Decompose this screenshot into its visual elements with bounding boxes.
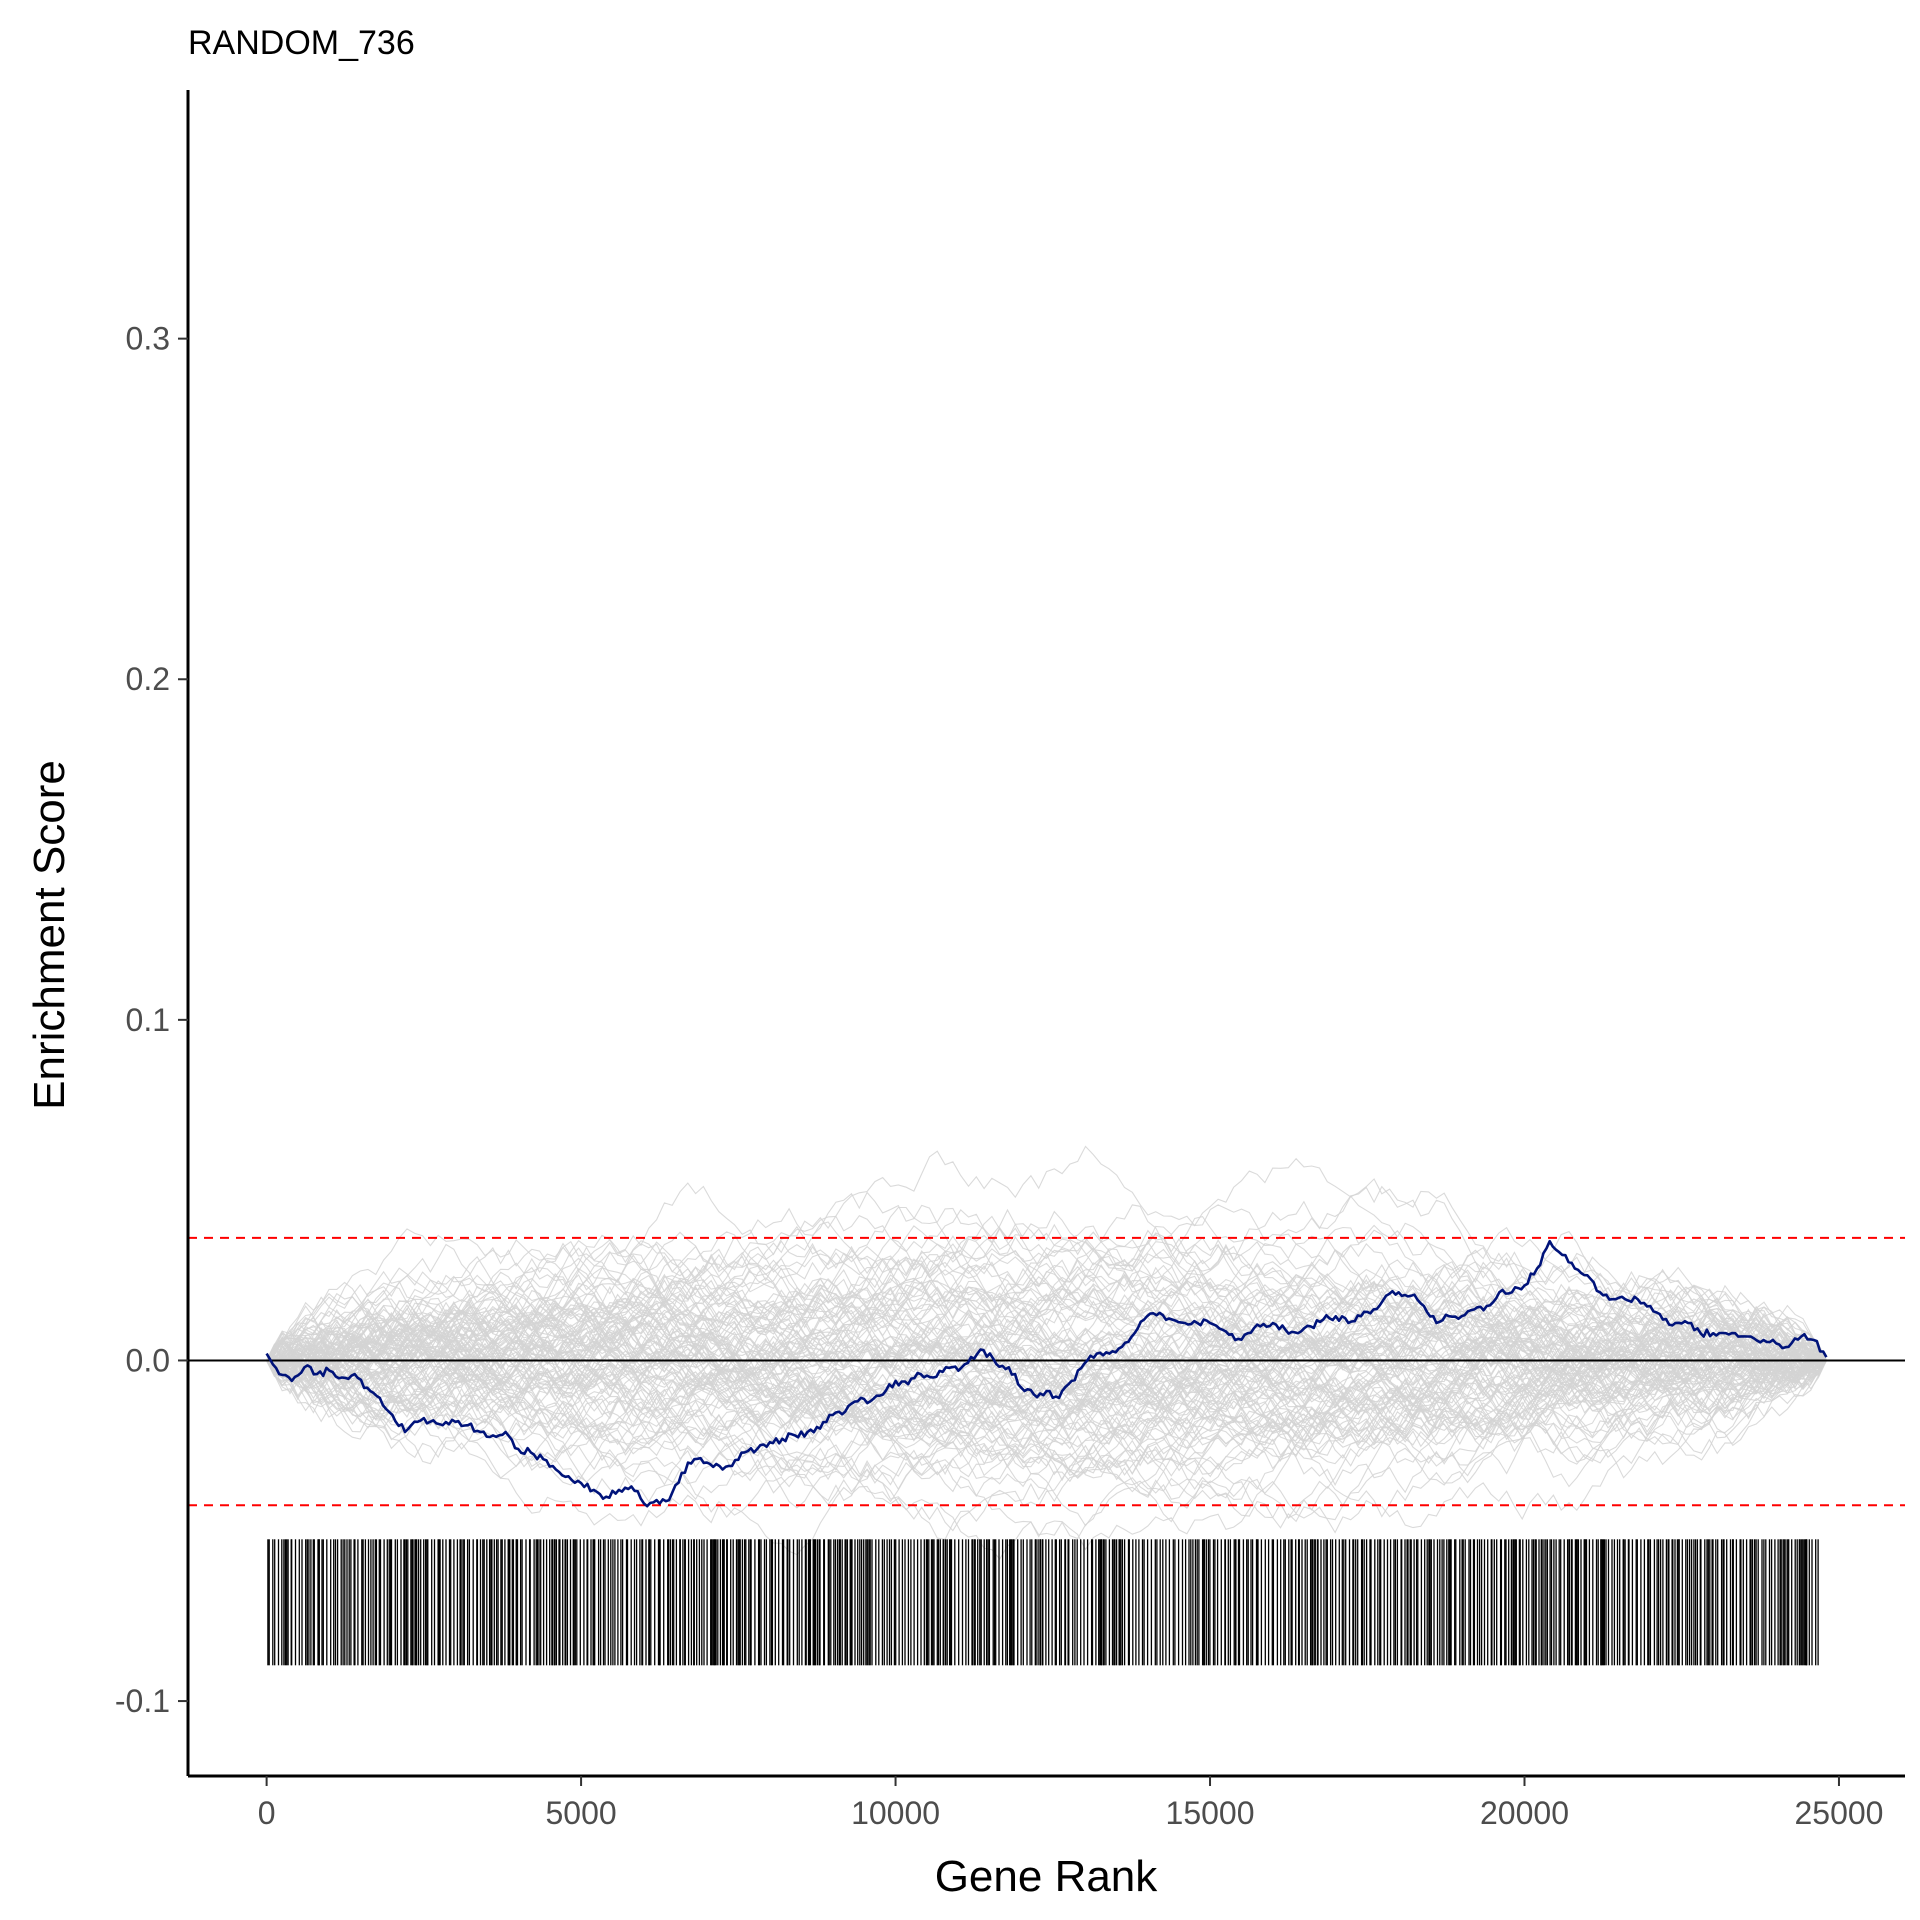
random-walk-line [266,1286,1827,1434]
random-walk-line [266,1352,1827,1488]
random-walk-line [266,1274,1827,1441]
random-walk-line [266,1297,1827,1491]
random-walk-line [266,1310,1827,1432]
random-walk-line [266,1334,1827,1463]
random-walk-line [266,1303,1827,1464]
random-walk-line [266,1185,1827,1362]
random-walk-line [266,1226,1827,1383]
random-walk-line [266,1339,1827,1532]
random-walk-line [266,1215,1827,1396]
random-walk-line [266,1342,1827,1560]
y-tick-label: 0.3 [126,321,170,357]
random-walk-line [266,1292,1827,1482]
y-axis-ticks: -0.1 0.0 0.1 0.2 0.3 [115,321,188,1719]
random-walk-line [266,1262,1827,1477]
random-walk-line [266,1346,1827,1471]
random-walk-line [266,1287,1827,1402]
random-walk-line [266,1298,1827,1463]
random-walk-line [266,1279,1827,1436]
x-tick-label: 5000 [545,1795,616,1831]
running-enrichment-line [265,1239,1828,1508]
y-tick-label: 0.2 [126,661,170,697]
random-walk-line [266,1277,1827,1438]
gene-hit-ticks [267,1539,1819,1666]
random-walk-line [266,1280,1827,1451]
random-walk-line [266,1304,1827,1442]
random-walk-line [266,1310,1827,1439]
x-axis-label: Gene Rank [935,1852,1159,1901]
x-axis-ticks: 0 5000 10000 15000 20000 25000 [258,1776,1883,1831]
random-walk-line [266,1238,1827,1373]
random-walk-line [266,1255,1827,1444]
random-walk-line [266,1275,1827,1407]
random-walk-line [266,1325,1827,1452]
x-tick-label: 25000 [1794,1795,1883,1831]
random-walk-line [266,1287,1827,1442]
random-walk-line [266,1326,1827,1551]
random-walk-line [266,1325,1827,1462]
random-walk-line [266,1206,1827,1407]
plot-title: RANDOM_736 [188,24,415,62]
random-walk-line [266,1347,1827,1494]
x-tick-label: 15000 [1166,1795,1255,1831]
random-walk-line [266,1195,1827,1369]
random-walk-line [266,1237,1827,1411]
y-tick-label: -0.1 [115,1683,170,1719]
random-walk-line [266,1324,1827,1541]
y-tick-label: 0.0 [126,1342,170,1378]
x-tick-label: 10000 [851,1795,940,1831]
random-walk-lines [266,1145,1827,1560]
axes [186,90,1905,1778]
random-walk-line [266,1228,1827,1421]
random-walk-line [266,1333,1827,1509]
y-tick-label: 0.1 [126,1002,170,1038]
x-tick-label: 20000 [1480,1795,1569,1831]
x-tick-label: 0 [258,1795,276,1831]
y-axis-label: Enrichment Score [25,760,74,1110]
random-walk-line [266,1307,1827,1468]
random-walk-line [266,1246,1827,1388]
